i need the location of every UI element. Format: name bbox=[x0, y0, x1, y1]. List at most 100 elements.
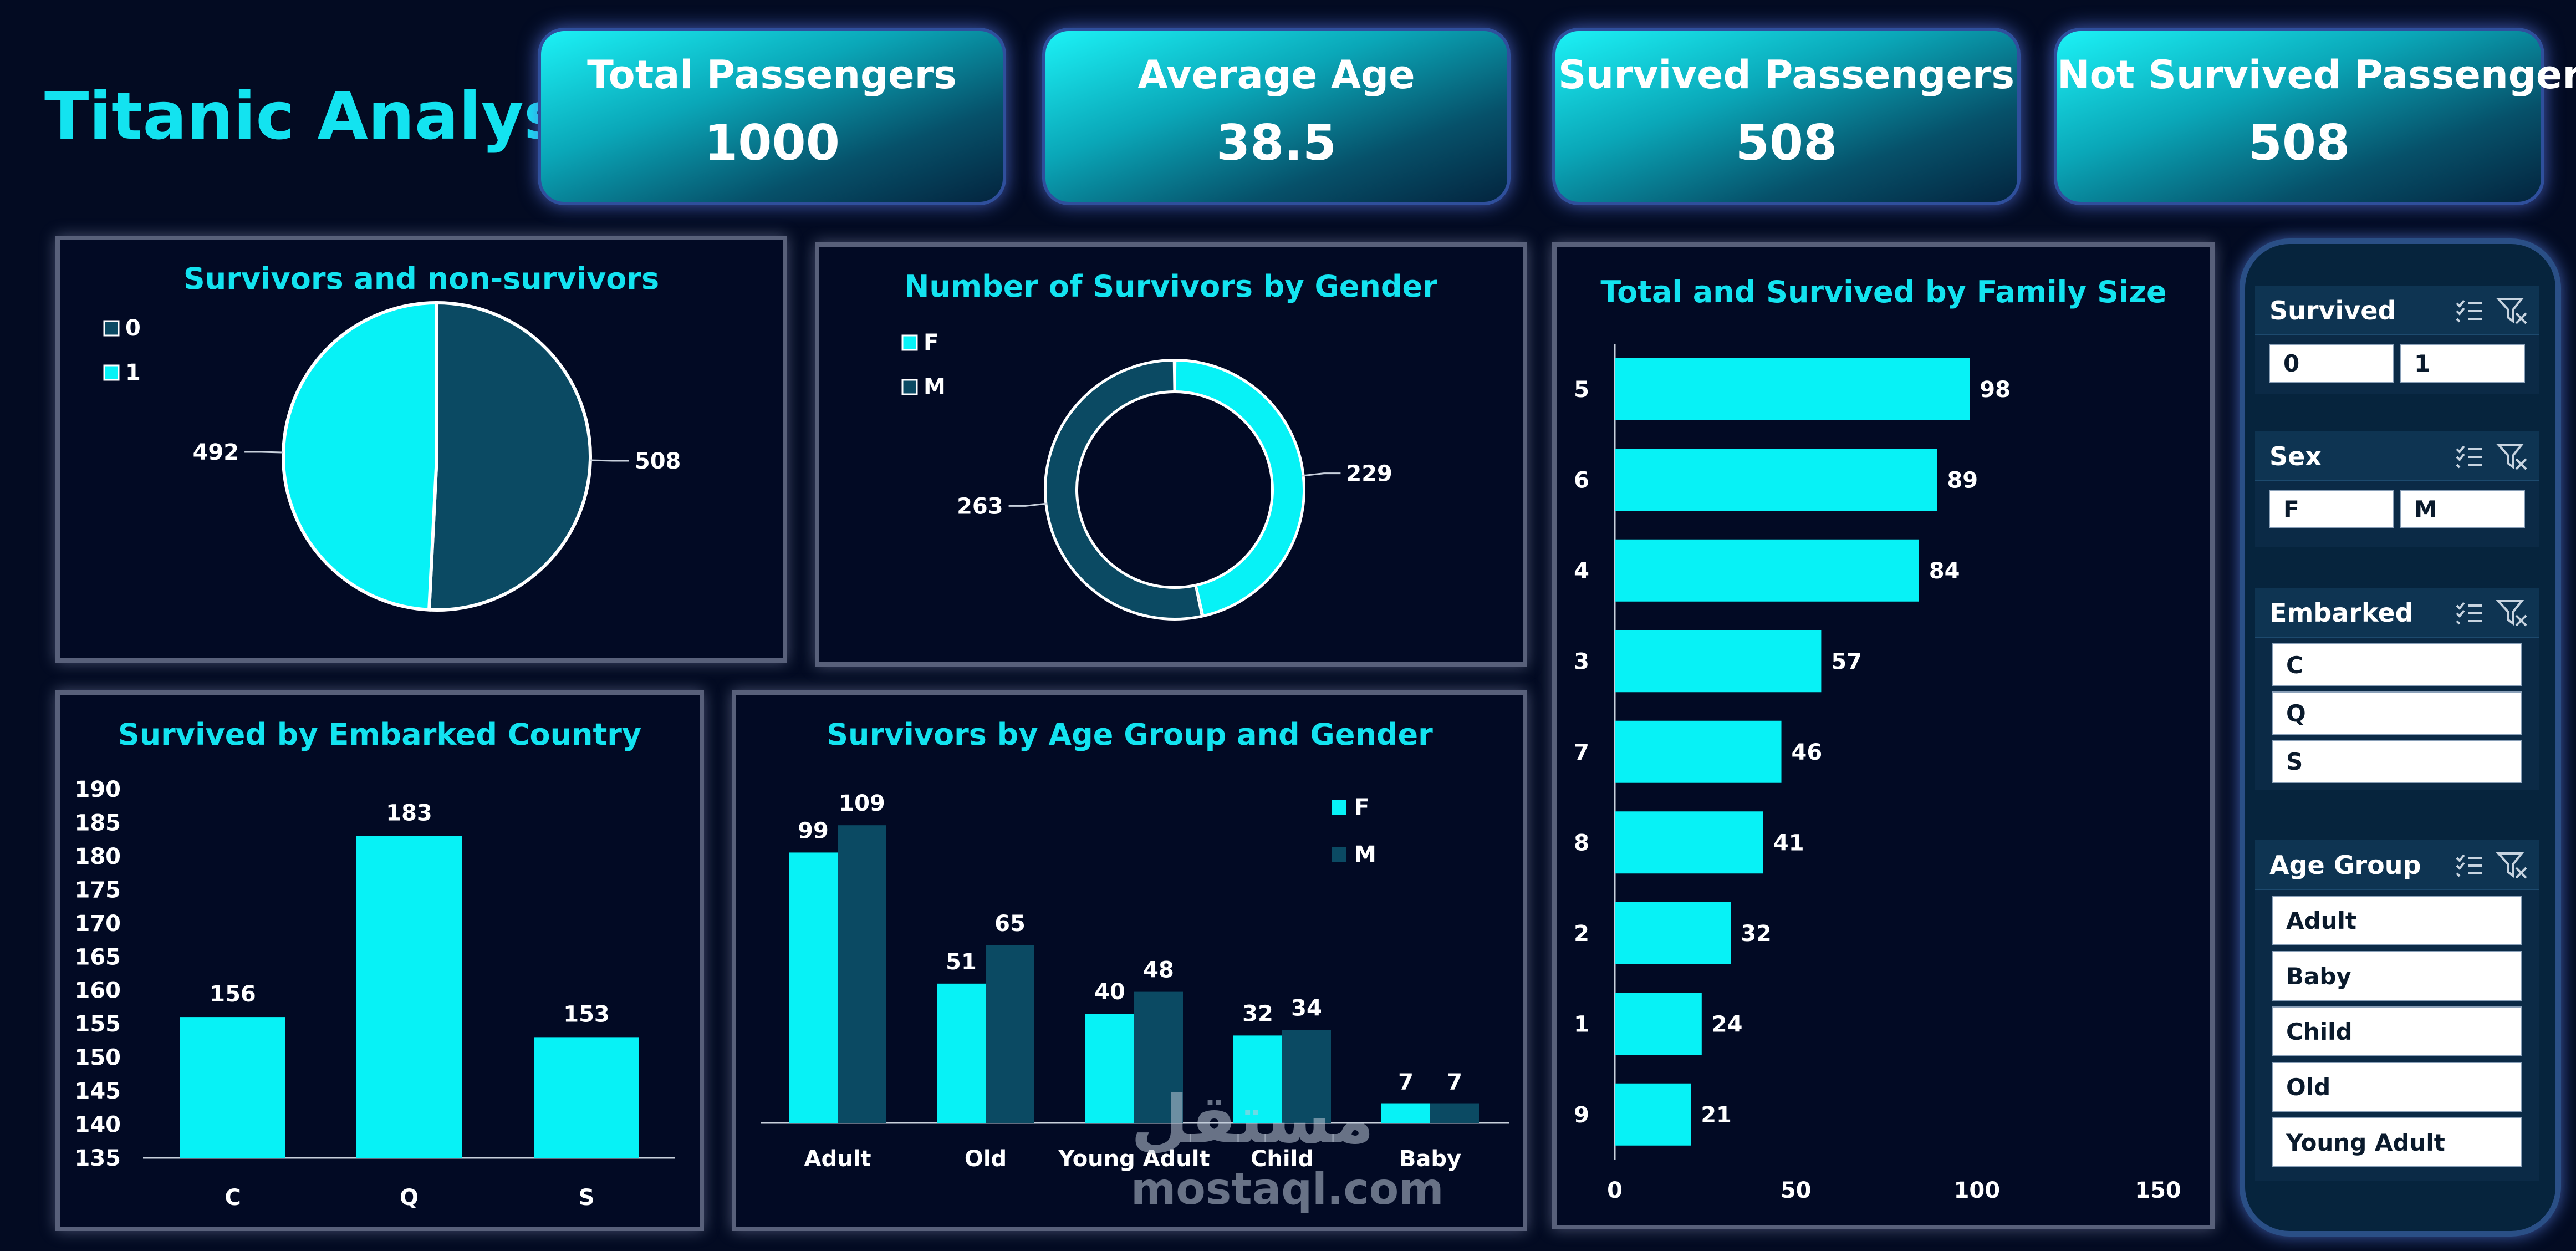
slicer-option[interactable]: 0 bbox=[2269, 344, 2394, 383]
leader-line bbox=[1302, 472, 1341, 477]
data-label: 7 bbox=[1398, 1070, 1414, 1095]
slicer-option[interactable]: Baby bbox=[2272, 951, 2522, 1001]
legend-swatch bbox=[1332, 847, 1346, 862]
bar bbox=[1282, 1030, 1331, 1123]
bar bbox=[1615, 902, 1731, 964]
data-label: 492 bbox=[193, 440, 239, 465]
data-label: 7 bbox=[1447, 1070, 1462, 1095]
donut-segment bbox=[1047, 362, 1201, 618]
bar bbox=[986, 945, 1034, 1123]
chart-title: Survivors and non-survivors bbox=[183, 261, 659, 296]
multi-select-icon[interactable] bbox=[2456, 601, 2483, 625]
bar bbox=[1381, 1103, 1430, 1123]
bar bbox=[1615, 630, 1822, 693]
bar bbox=[534, 1037, 639, 1158]
x-tick-label: 0 bbox=[1607, 1178, 1623, 1203]
slicer-option[interactable]: F bbox=[2269, 490, 2394, 528]
category-label: 6 bbox=[1574, 467, 1589, 493]
data-label: 84 bbox=[1929, 558, 1960, 584]
y-tick-label: 170 bbox=[75, 911, 121, 937]
legend-label: F bbox=[924, 330, 938, 355]
data-label: 263 bbox=[957, 494, 1003, 519]
slicer-option[interactable]: C bbox=[2272, 643, 2522, 686]
kpi-value: 1000 bbox=[704, 114, 840, 171]
data-label: 156 bbox=[210, 982, 256, 1007]
slicer-title: Embarked bbox=[2269, 598, 2414, 628]
bar bbox=[1233, 1035, 1282, 1123]
pie-slice bbox=[427, 301, 592, 612]
data-label: 89 bbox=[1947, 467, 1978, 493]
category-label: Q bbox=[400, 1185, 419, 1211]
page-title: Titanic Analysis bbox=[44, 78, 624, 154]
bar bbox=[838, 825, 886, 1123]
y-tick-label: 155 bbox=[75, 1011, 121, 1037]
data-label: 153 bbox=[563, 1001, 610, 1027]
slicer-option[interactable]: 1 bbox=[2400, 344, 2525, 383]
slicer-title: Sex bbox=[2269, 441, 2322, 471]
slicer-option[interactable]: Adult bbox=[2272, 896, 2522, 945]
bar bbox=[1615, 720, 1782, 783]
data-label: 51 bbox=[946, 949, 977, 975]
clear-filter-icon[interactable] bbox=[2496, 599, 2527, 627]
kpi-label: Not Survived Passenger bbox=[2057, 52, 2576, 98]
survivors-pie-chart: Survivors and non-survivors 0 1 508 492 bbox=[103, 261, 681, 612]
multi-select-icon[interactable] bbox=[2456, 445, 2483, 469]
y-tick-label: 140 bbox=[75, 1112, 121, 1138]
chart-title: Number of Survivors by Gender bbox=[904, 269, 1437, 304]
slicer-option[interactable]: S bbox=[2272, 740, 2522, 783]
data-label: 24 bbox=[1712, 1011, 1743, 1037]
slicer-option[interactable]: Child bbox=[2272, 1006, 2522, 1056]
data-label: 34 bbox=[1291, 996, 1322, 1021]
legend-swatch bbox=[901, 379, 918, 395]
kpi-label: Average Age bbox=[1137, 52, 1415, 98]
data-label: 183 bbox=[386, 801, 432, 826]
category-label: Young Adult bbox=[1058, 1146, 1210, 1172]
y-tick-label: 185 bbox=[75, 810, 121, 836]
kpi-not-survived-passengers: Not Survived Passenger 508 bbox=[2054, 28, 2576, 205]
slicer-option[interactable]: Q bbox=[2272, 691, 2522, 735]
bar bbox=[1615, 811, 1763, 874]
legend-label: 0 bbox=[125, 316, 141, 341]
x-tick-label: 50 bbox=[1781, 1178, 1812, 1203]
slicer-age-group: Age Group Adult Baby Child Old Young Adult bbox=[2255, 840, 2539, 1181]
legend-label: 1 bbox=[125, 360, 141, 385]
bar bbox=[789, 852, 838, 1123]
category-label: 7 bbox=[1574, 740, 1589, 765]
legend-label: M bbox=[1354, 842, 1376, 867]
kpi-value: 508 bbox=[2248, 114, 2350, 171]
bar bbox=[356, 836, 462, 1158]
multi-select-icon[interactable] bbox=[2456, 299, 2483, 323]
kpi-survived-passengers: Survived Passengers 508 bbox=[1552, 28, 2021, 205]
data-label: 109 bbox=[839, 791, 885, 816]
slicer-option[interactable]: Old bbox=[2272, 1062, 2522, 1112]
legend-label: M bbox=[924, 374, 946, 400]
survivors-pie-panel: Survivors and non-survivors 0 1 508 492 bbox=[55, 236, 787, 663]
y-tick-label: 175 bbox=[75, 877, 121, 903]
slicer-option[interactable]: M bbox=[2400, 490, 2525, 528]
data-label: 32 bbox=[1741, 921, 1772, 947]
slicer-option[interactable]: Young Adult bbox=[2272, 1117, 2522, 1167]
clear-filter-icon[interactable] bbox=[2496, 443, 2527, 470]
leader-line bbox=[590, 459, 629, 462]
kpi-value: 508 bbox=[1735, 114, 1838, 171]
bar bbox=[1085, 1014, 1134, 1123]
data-label: 32 bbox=[1242, 1001, 1273, 1026]
bar bbox=[1615, 1083, 1691, 1146]
chart-title: Survivors by Age Group and Gender bbox=[827, 717, 1433, 752]
clear-filter-icon[interactable] bbox=[2496, 851, 2527, 879]
data-label: 65 bbox=[994, 911, 1026, 937]
leader-line bbox=[1008, 502, 1048, 507]
y-tick-label: 165 bbox=[75, 944, 121, 970]
clear-filter-icon[interactable] bbox=[2496, 297, 2527, 324]
legend-swatch bbox=[1332, 800, 1346, 815]
slicer-header: Sex bbox=[2255, 431, 2539, 481]
kpi-average-age: Average Age 38.5 bbox=[1042, 28, 1511, 205]
slicer-header: Survived bbox=[2255, 286, 2539, 335]
category-label: C bbox=[225, 1185, 241, 1211]
category-label: 3 bbox=[1574, 649, 1589, 674]
legend-swatch bbox=[901, 334, 918, 351]
multi-select-icon[interactable] bbox=[2456, 853, 2483, 877]
bar bbox=[1615, 449, 1937, 511]
category-label: 1 bbox=[1574, 1011, 1589, 1037]
category-label: 4 bbox=[1574, 558, 1589, 584]
